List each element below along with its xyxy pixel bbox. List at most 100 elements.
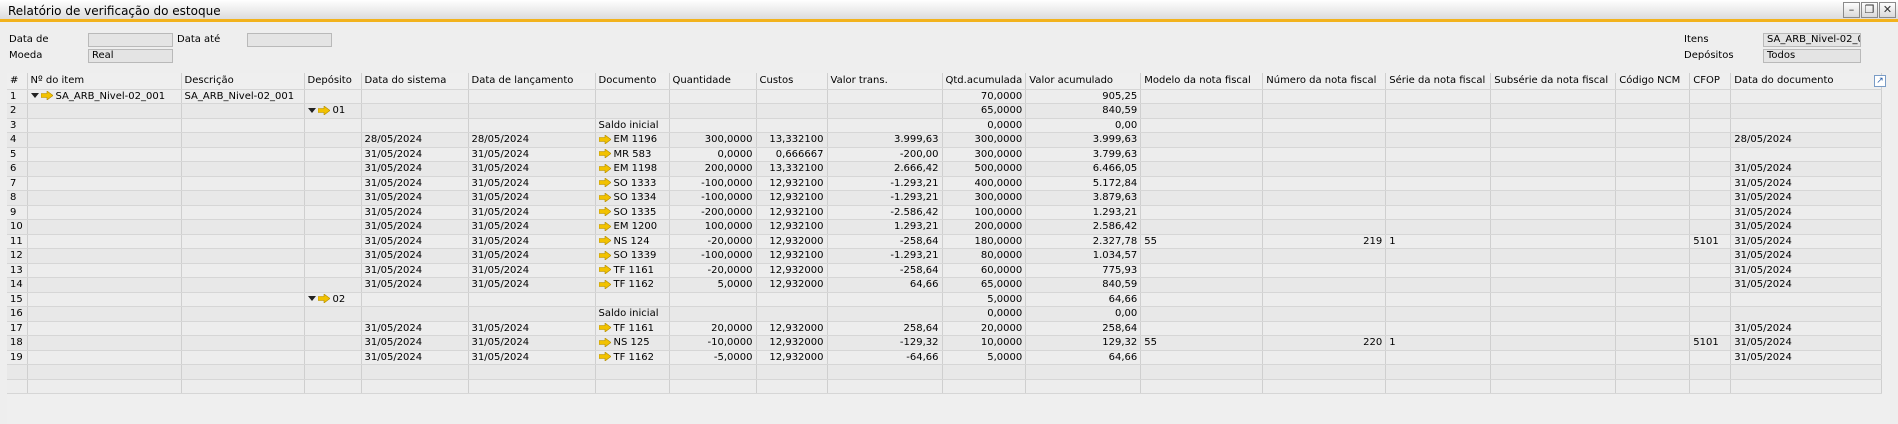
column-header-invoice-model[interactable]: Modelo da nota fiscal: [1140, 73, 1264, 90]
link-arrow-icon[interactable]: [598, 221, 611, 231]
table-row[interactable]: 1 SA_ARB_Nivel-02_001 SA_ARB_Nivel-02_001 7…: [7, 89, 1883, 104]
column-header-trans-value[interactable]: Valor trans.: [827, 73, 943, 90]
cell-doc[interactable]: SO 1339: [595, 248, 670, 264]
link-arrow-icon[interactable]: [598, 279, 611, 289]
column-header-warehouse[interactable]: Depósito: [304, 73, 362, 90]
column-header-row-number[interactable]: #: [7, 73, 28, 90]
link-arrow-icon[interactable]: [598, 250, 611, 260]
cell-qa: 200,0000: [942, 219, 1027, 235]
link-arrow-icon[interactable]: [598, 207, 611, 217]
cell-doc[interactable]: NS 125: [595, 335, 670, 351]
table-row[interactable]: 9 31/05/2024 31/05/2024 SO 1335 -200,0000 12,…: [7, 205, 1883, 220]
column-header-invoice-series[interactable]: Série da nota fiscal: [1385, 73, 1492, 90]
expand-grid-icon[interactable]: ↗: [1874, 75, 1886, 87]
cell-text: 200,0000: [704, 163, 753, 175]
table-row[interactable]: 8 31/05/2024 31/05/2024 SO 1334 -100,0000 12,…: [7, 190, 1883, 206]
table-row[interactable]: 18 31/05/2024 31/05/2024 NS 125 -10,0000 12,9…: [7, 335, 1883, 351]
moeda-field[interactable]: Real: [88, 49, 173, 63]
column-header-document[interactable]: Documento: [595, 73, 670, 90]
link-arrow-icon[interactable]: [598, 236, 611, 246]
table-row[interactable]: 4 28/05/2024 28/05/2024 EM 1196 300,0000 13,3…: [7, 132, 1883, 148]
expand-toggle-icon[interactable]: [30, 93, 39, 99]
column-header-invoice-subseries[interactable]: Subsérie da nota fiscal: [1490, 73, 1617, 90]
link-arrow-icon[interactable]: [598, 163, 611, 173]
cell-text: 31/05/2024: [364, 351, 423, 363]
link-arrow-icon[interactable]: [317, 105, 330, 115]
cell-text: EM 1196: [613, 134, 658, 146]
cell-doc[interactable]: MR 583: [595, 147, 670, 162]
expand-toggle-icon[interactable]: [307, 107, 316, 113]
data-ate-field[interactable]: [247, 33, 332, 47]
cell-qa: 300,0000: [942, 132, 1027, 148]
link-arrow-icon[interactable]: [598, 337, 611, 347]
link-arrow-icon[interactable]: [598, 192, 611, 202]
cell-dlan: 31/05/2024: [468, 234, 596, 249]
table-row[interactable]: 12 31/05/2024 31/05/2024 SO 1339 -100,0000 12…: [7, 248, 1883, 264]
column-header-description[interactable]: Descrição: [181, 73, 305, 90]
cell-va: 840,59: [1025, 103, 1142, 119]
cell-text: 300,0000: [974, 134, 1023, 146]
cell-desc: SA_ARB_Nivel-02_001: [181, 89, 305, 104]
cell-doc[interactable]: EM 1196: [595, 132, 670, 148]
table-row[interactable]: 19 31/05/2024 31/05/2024 TF 1162 -5,0000 12,9…: [7, 350, 1883, 365]
cell-doc[interactable]: NS 124: [595, 234, 670, 249]
cell-doc[interactable]: TF 1161: [595, 321, 670, 336]
table-row[interactable]: 16 Saldo inicial 0,0000 0,00: [7, 306, 1883, 322]
link-arrow-icon[interactable]: [598, 265, 611, 275]
cell-doc[interactable]: SO 1333: [595, 176, 670, 191]
link-arrow-icon[interactable]: [598, 134, 611, 144]
column-header-system-date[interactable]: Data do sistema: [361, 73, 469, 90]
cell-doc[interactable]: SO 1335: [595, 205, 670, 220]
column-header-cumulative-value[interactable]: Valor acumulado: [1025, 73, 1142, 90]
table-row[interactable]: 13 31/05/2024 31/05/2024 TF 1161 -20,0000 12,…: [7, 263, 1883, 278]
column-header-ncm-code[interactable]: Código NCM: [1615, 73, 1691, 90]
close-icon[interactable]: ✕: [1879, 2, 1896, 18]
column-header-invoice-number[interactable]: Número da nota fiscal: [1262, 73, 1387, 90]
cell-cus: 12,932000: [756, 234, 828, 249]
column-header-quantity[interactable]: Quantidade: [669, 73, 757, 90]
column-header-posting-date[interactable]: Data de lançamento: [468, 73, 596, 90]
column-header-item-number[interactable]: Nº do item: [27, 73, 182, 90]
column-header-document-date[interactable]: Data do documento: [1730, 73, 1883, 90]
cell-dlan: 31/05/2024: [468, 176, 596, 191]
table-row[interactable]: 3 Saldo inicial 0,0000 0,00: [7, 118, 1883, 133]
column-header-costs[interactable]: Custos: [756, 73, 828, 90]
link-arrow-icon[interactable]: [598, 323, 611, 333]
table-row[interactable]: 7 31/05/2024 31/05/2024 SO 1333 -100,0000 12,…: [7, 176, 1883, 191]
table-row[interactable]: 6 31/05/2024 31/05/2024 EM 1198 200,0000 13,3…: [7, 161, 1883, 177]
table-row[interactable]: 17 31/05/2024 31/05/2024 TF 1161 20,0000 12,9…: [7, 321, 1883, 336]
depositos-field[interactable]: Todos: [1763, 49, 1861, 63]
table-row[interactable]: 10 31/05/2024 31/05/2024 EM 1200 100,0000 12,…: [7, 219, 1883, 235]
link-arrow-icon[interactable]: [598, 178, 611, 188]
cell-doc[interactable]: TF 1161: [595, 263, 670, 278]
cell-va: 3.999,63: [1025, 132, 1142, 148]
cell-desc: [181, 234, 305, 249]
cell-doc[interactable]: SO 1334: [595, 190, 670, 206]
minimize-icon[interactable]: –: [1843, 2, 1860, 18]
table-row[interactable]: 14 31/05/2024 31/05/2024 TF 1162 5,0000 12,93…: [7, 277, 1883, 293]
cell-va: 0,00: [1025, 118, 1142, 133]
column-header-cfop[interactable]: CFOP: [1689, 73, 1732, 90]
link-arrow-icon[interactable]: [317, 294, 330, 304]
table-row[interactable]: 5 31/05/2024 31/05/2024 MR 583 0,0000 0,66666…: [7, 147, 1883, 162]
cell-dlan: [468, 306, 596, 322]
table-row[interactable]: 15 02 5,0000 64,66: [7, 292, 1883, 307]
cell-ser: [1385, 190, 1492, 206]
restore-icon[interactable]: ❐: [1861, 2, 1878, 18]
itens-field[interactable]: SA_ARB_Nivel-02_001: [1763, 33, 1861, 47]
cell-doc[interactable]: EM 1198: [595, 161, 670, 177]
expand-toggle-icon[interactable]: [307, 296, 316, 302]
link-arrow-icon[interactable]: [598, 352, 611, 362]
table-row[interactable]: 11 31/05/2024 31/05/2024 NS 124 -20,0000 12,9…: [7, 234, 1883, 249]
cell-doc[interactable]: TF 1162: [595, 277, 670, 293]
table-row[interactable]: 2 01 65,0000 840,59: [7, 103, 1883, 119]
cell-text: -2.586,42: [890, 206, 939, 218]
data-de-field[interactable]: [88, 33, 173, 47]
cell-doc[interactable]: TF 1162: [595, 350, 670, 365]
cell-n: 3: [7, 118, 28, 133]
column-header-cumulative-qty[interactable]: Qtd.acumulada: [942, 73, 1027, 90]
link-arrow-icon[interactable]: [40, 91, 53, 101]
link-arrow-icon[interactable]: [598, 149, 611, 159]
cell-doc[interactable]: EM 1200: [595, 219, 670, 235]
cell-text: 31/05/2024: [1734, 322, 1792, 334]
